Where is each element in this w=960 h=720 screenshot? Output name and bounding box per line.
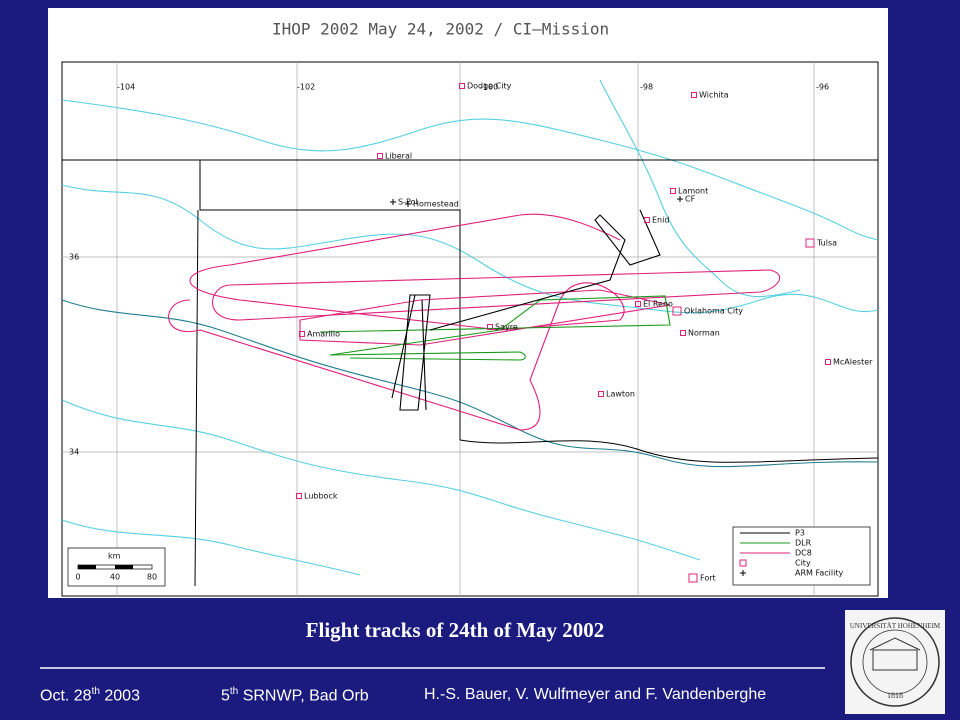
place-label: Homestead [413, 200, 459, 209]
city-marker [377, 153, 383, 159]
legend-label: City [795, 559, 811, 568]
map-title: IHOP 2002 May 24, 2002 / CI—Mission [272, 20, 609, 39]
legend-swatch [740, 570, 746, 576]
longitude-label: -104 [117, 83, 135, 92]
city-marker [672, 306, 682, 316]
longitude-label: -102 [297, 83, 315, 92]
scale-bar [67, 547, 166, 587]
legend-label: DLR [795, 539, 812, 548]
map-frame [61, 61, 879, 597]
legend-label: DC8 [795, 549, 812, 558]
place-label: Lawton [606, 390, 635, 399]
place-label: Dodge City [467, 82, 512, 91]
venue-sup: th [229, 686, 239, 697]
city-marker [805, 238, 815, 248]
city-marker [644, 217, 650, 223]
place-label: Oklahoma City [684, 307, 743, 316]
city-marker [299, 331, 305, 337]
longitude-label: -100 [480, 83, 498, 92]
footer-authors: H.-S. Bauer, V. Wulfmeyer and F. Vandenb… [424, 686, 767, 703]
longitude-label: -98 [640, 83, 653, 92]
place-label: Wichita [699, 91, 729, 100]
scale-label: 0 [75, 573, 80, 582]
facility-marker [405, 201, 411, 207]
place-label: Enid [652, 216, 669, 225]
legend-label: ARM Facility [795, 569, 843, 578]
latitude-label: 34 [69, 448, 79, 457]
city-marker [296, 493, 302, 499]
place-label: Sayre [495, 323, 518, 332]
date-tail: 2003 [99, 687, 140, 705]
place-label: El Reno [643, 300, 673, 309]
place-label: Norman [688, 329, 720, 338]
place-label: Fort [700, 574, 716, 583]
logo [845, 610, 945, 714]
place-label: McAlester [833, 358, 873, 367]
city-marker [825, 359, 831, 365]
city-marker [487, 324, 493, 330]
city-marker [680, 330, 686, 336]
place-label: Lamont [678, 187, 708, 196]
map-panel [48, 8, 888, 598]
date-main: Oct. 28 [40, 687, 92, 705]
footer-date: Oct. 28th 2003 [40, 686, 140, 705]
place-label: Liberal [385, 152, 412, 161]
caption: Flight tracks of 24th of May 2002 [305, 618, 605, 642]
place-label: Tulsa [816, 239, 837, 248]
legend-label: P3 [795, 529, 805, 538]
place-label: Lubbock [304, 492, 338, 501]
venue-main: 5 [221, 687, 230, 705]
latitude-label: 36 [69, 253, 79, 262]
facility-marker [677, 196, 683, 202]
city-marker [688, 573, 698, 583]
city-marker [459, 83, 465, 89]
scale-unit: km [108, 552, 121, 561]
flight-tracks [168, 209, 781, 431]
venue-tail: SRNWP, Bad Orb [238, 687, 369, 705]
facility-marker [390, 199, 396, 205]
logo-year: 1818 [887, 691, 903, 700]
place-label: Amarillo [307, 330, 340, 339]
footer-venue: 5th SRNWP, Bad Orb [221, 686, 369, 705]
legend [732, 526, 871, 586]
city-marker [691, 92, 697, 98]
city-marker [598, 391, 604, 397]
city-marker [670, 188, 676, 194]
city-marker [635, 301, 641, 307]
logo-text: UNIVERSITÄT HOHENHEIM [850, 622, 941, 630]
longitude-label: -96 [816, 83, 829, 92]
rivers [61, 79, 879, 576]
legend-swatch [739, 559, 747, 567]
place-label: CF [685, 195, 696, 204]
scale-label: 40 [110, 573, 120, 582]
date-sup: th [91, 686, 100, 697]
scale-label: 80 [147, 573, 157, 582]
